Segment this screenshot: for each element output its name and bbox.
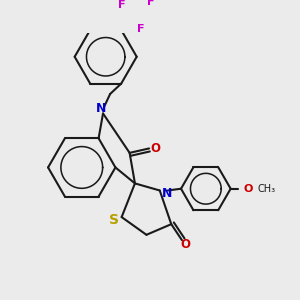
Text: O: O <box>243 184 252 194</box>
Text: O: O <box>180 238 190 251</box>
Text: F: F <box>137 24 144 34</box>
Text: S: S <box>109 213 119 227</box>
Text: N: N <box>162 187 172 200</box>
Text: F: F <box>118 0 126 10</box>
Text: O: O <box>150 142 160 155</box>
Text: N: N <box>96 102 106 115</box>
Text: CH₃: CH₃ <box>257 184 275 194</box>
Text: F: F <box>147 0 154 8</box>
